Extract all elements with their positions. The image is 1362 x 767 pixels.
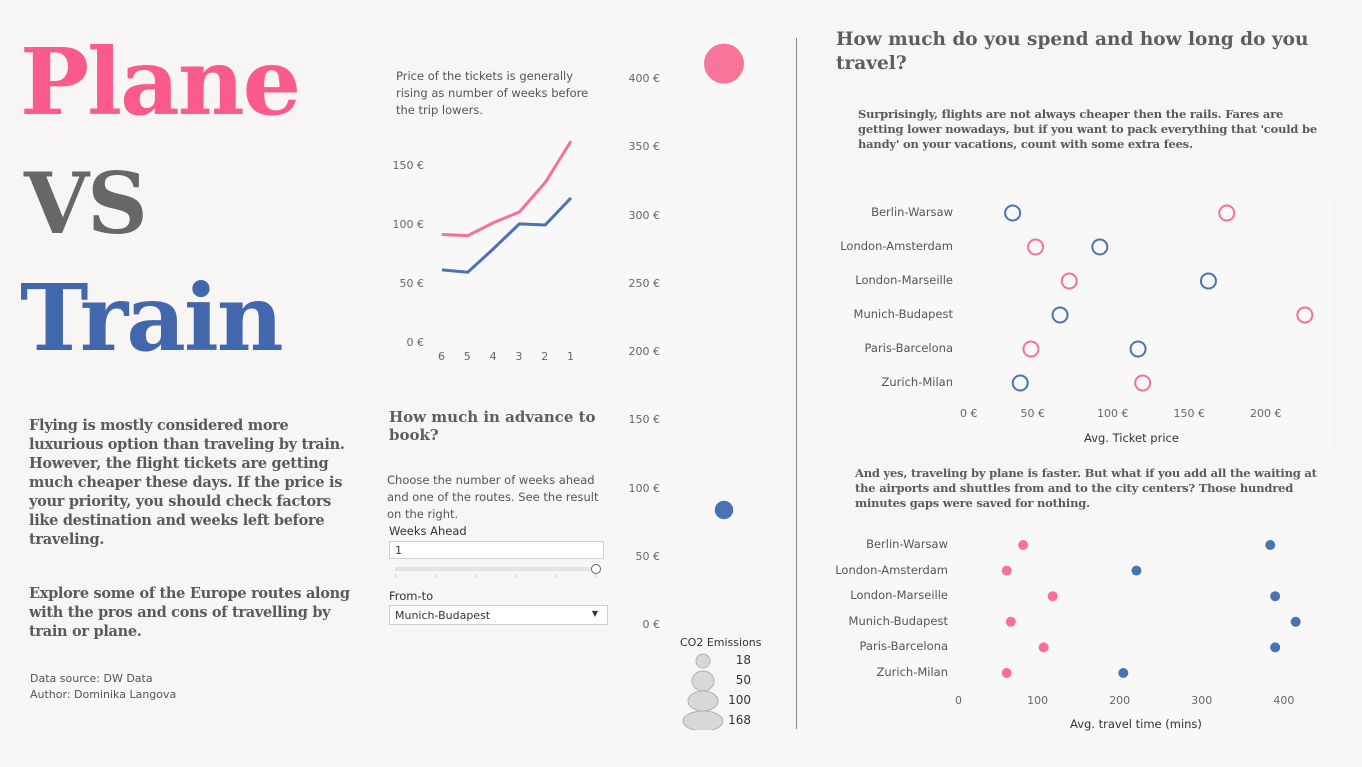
right-heading: How much do you spend and how long do yo… — [836, 29, 1309, 74]
vertical-divider — [796, 38, 797, 729]
line-y-tick: 100 € — [392, 218, 425, 231]
slider-thumb[interactable] — [591, 564, 601, 574]
slider-tick — [515, 574, 516, 578]
title-train: Train — [20, 264, 284, 372]
time-route-label: Munich-Budapest — [848, 613, 948, 628]
bubble-y-tick: 200 € — [628, 345, 661, 358]
booking-heading: How much in advance to book? — [389, 408, 596, 444]
price-x-tick: 200 € — [1250, 407, 1282, 420]
weeks-ahead-slider[interactable] — [395, 564, 601, 578]
bubble-y-tick: 350 € — [628, 140, 661, 154]
co2-legend-value: 18 — [735, 653, 751, 667]
slider-track — [395, 567, 595, 571]
line-x-tick: 1 — [567, 350, 574, 363]
bubble-y-tick: 0 € — [642, 618, 661, 631]
title-vs: VS — [24, 154, 148, 253]
price-route-label: Munich-Budapest — [853, 307, 953, 321]
slider-tick — [555, 574, 556, 578]
price-route-label: London-Marseille — [855, 273, 953, 287]
price-x-tick: 0 € — [960, 407, 978, 420]
co2-legend-value: 50 — [735, 673, 751, 687]
bubble-y-tick: 250 € — [628, 276, 661, 290]
line-y-tick: 50 € — [399, 277, 425, 290]
intro-paragraph-2: Explore some of the Europe routes along … — [29, 585, 350, 640]
co2-legend-value: 168 — [728, 713, 751, 727]
weeks-ahead-input[interactable]: 1 — [389, 541, 604, 559]
price-x-tick: 100 € — [1097, 407, 1129, 420]
bubble-y-tick: 150 € — [628, 413, 661, 427]
price-x-tick: 150 € — [1173, 407, 1206, 420]
time-route-label: London-Amsterdam — [835, 562, 948, 577]
co2-legend-title: CO2 Emissions — [680, 636, 762, 649]
bubble-y-tick: 400 € — [628, 72, 661, 85]
co2-legend-circle — [695, 653, 711, 669]
co2-legend-circle — [687, 690, 719, 712]
price-axis-title: Avg. Ticket price — [1084, 431, 1179, 445]
line-y-tick: 150 € — [392, 159, 425, 172]
author: Author: Dominika Langova — [30, 688, 177, 701]
co2-legend-circle — [682, 710, 724, 730]
time-x-tick: 100 — [1027, 694, 1049, 707]
bubble-y-tick: 100 € — [628, 481, 661, 495]
data-source: Data source: DW Data — [30, 672, 153, 685]
bubble-chart-panel — [626, 34, 782, 630]
time-x-tick: 400 — [1273, 694, 1295, 707]
weeks-ahead-label: Weeks Ahead — [389, 524, 467, 538]
time-route-label: Paris-Barcelona — [859, 639, 949, 654]
slider-tick — [475, 574, 476, 578]
time-chart-panel — [832, 532, 1326, 738]
price-chart-panel — [834, 196, 1332, 452]
chevron-down-icon: ▼ — [591, 609, 598, 618]
route-select[interactable]: Munich-Budapest ▼ — [389, 605, 608, 625]
price-note: Surprisingly, flights are not always che… — [858, 107, 1318, 151]
line-x-tick: 4 — [489, 350, 497, 363]
line-chart-note: Price of the tickets is generally rising… — [396, 69, 589, 117]
co2-legend-value: 100 — [728, 693, 751, 707]
line-x-tick: 5 — [463, 350, 471, 363]
price-route-label: Paris-Barcelona — [864, 341, 954, 355]
price-route-label: London-Amsterdam — [840, 239, 953, 253]
route-label: From-to — [389, 589, 434, 603]
time-route-label: London-Marseille — [850, 588, 948, 603]
co2-legend-circle — [691, 670, 715, 692]
time-x-tick: 0 — [955, 694, 962, 707]
line-x-tick: 2 — [541, 350, 549, 363]
bubble-y-tick: 50 € — [635, 549, 661, 563]
line-x-tick: 3 — [515, 350, 523, 363]
slider-tick — [595, 574, 596, 578]
route-select-value: Munich-Budapest — [395, 609, 491, 622]
time-x-tick: 200 — [1109, 694, 1131, 707]
time-route-label: Berlin-Warsaw — [866, 537, 948, 551]
bubble-y-tick: 300 € — [628, 208, 661, 222]
price-x-tick: 50 € — [1020, 407, 1046, 420]
slider-ticks — [395, 574, 596, 578]
slider-tick — [435, 574, 436, 578]
line-x-tick: 6 — [438, 350, 445, 363]
time-note: And yes, traveling by plane is faster. B… — [855, 466, 1317, 510]
price-route-label: Berlin-Warsaw — [871, 205, 953, 219]
intro-paragraph-1: Flying is mostly considered more luxurio… — [29, 417, 345, 548]
price-route-label: Zurich-Milan — [881, 375, 954, 389]
slider-tick — [395, 574, 396, 578]
line-y-tick: 0 € — [406, 336, 425, 349]
time-route-label: Zurich-Milan — [876, 665, 949, 679]
time-x-tick: 300 — [1191, 694, 1213, 707]
title-plane: Plane — [20, 28, 301, 136]
time-axis-title: Avg. travel time (mins) — [1070, 717, 1202, 731]
booking-instructions: Choose the number of weeks ahead and one… — [387, 473, 599, 521]
